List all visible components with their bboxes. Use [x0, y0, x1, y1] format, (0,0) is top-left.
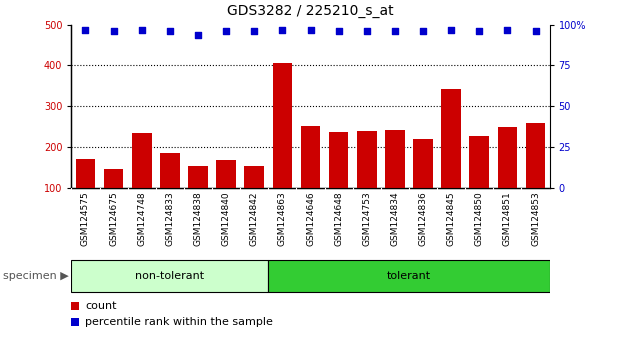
Text: GSM124842: GSM124842 — [250, 191, 259, 246]
Bar — [132, 133, 152, 188]
Bar — [357, 131, 376, 188]
Bar — [301, 126, 320, 188]
Text: GSM124836: GSM124836 — [419, 191, 427, 246]
Point — [446, 27, 456, 33]
Point — [530, 28, 540, 34]
Bar — [245, 166, 264, 188]
Text: GSM124845: GSM124845 — [446, 191, 456, 246]
Point — [137, 27, 147, 33]
Text: GSM124851: GSM124851 — [503, 191, 512, 246]
Text: GDS3282 / 225210_s_at: GDS3282 / 225210_s_at — [227, 4, 394, 18]
Text: GSM124753: GSM124753 — [362, 191, 371, 246]
Point — [193, 32, 203, 38]
Bar — [525, 123, 545, 188]
Bar — [216, 160, 236, 188]
Point — [249, 28, 259, 34]
Bar — [329, 132, 348, 188]
Bar — [385, 130, 405, 188]
Bar — [104, 169, 124, 188]
Text: GSM124646: GSM124646 — [306, 191, 315, 246]
Bar — [188, 166, 208, 188]
Point — [502, 27, 512, 33]
Bar — [442, 89, 461, 188]
Bar — [273, 63, 292, 188]
Point — [474, 28, 484, 34]
Text: GSM124748: GSM124748 — [137, 191, 146, 246]
Bar — [413, 139, 433, 188]
Point — [306, 27, 315, 33]
Bar — [76, 159, 96, 188]
Point — [278, 27, 288, 33]
Bar — [469, 136, 489, 188]
Text: GSM124853: GSM124853 — [531, 191, 540, 246]
Point — [390, 28, 400, 34]
Bar — [160, 153, 179, 188]
Point — [109, 28, 119, 34]
Text: GSM124840: GSM124840 — [222, 191, 230, 246]
Text: count: count — [85, 301, 117, 311]
Bar — [71, 260, 268, 292]
Text: GSM124648: GSM124648 — [334, 191, 343, 246]
Text: tolerant: tolerant — [387, 271, 431, 281]
Text: GSM124863: GSM124863 — [278, 191, 287, 246]
Point — [333, 28, 343, 34]
Text: GSM124675: GSM124675 — [109, 191, 118, 246]
Text: GSM124834: GSM124834 — [391, 191, 399, 246]
Text: GSM124575: GSM124575 — [81, 191, 90, 246]
Bar — [268, 260, 550, 292]
Text: GSM124850: GSM124850 — [475, 191, 484, 246]
Point — [165, 28, 175, 34]
Point — [362, 28, 372, 34]
Point — [81, 27, 91, 33]
Text: GSM124833: GSM124833 — [165, 191, 175, 246]
Point — [221, 28, 231, 34]
Point — [418, 28, 428, 34]
Bar — [497, 127, 517, 188]
Text: percentile rank within the sample: percentile rank within the sample — [85, 317, 273, 327]
Text: specimen ▶: specimen ▶ — [3, 271, 69, 281]
Text: non-tolerant: non-tolerant — [135, 271, 204, 281]
Text: GSM124838: GSM124838 — [194, 191, 202, 246]
